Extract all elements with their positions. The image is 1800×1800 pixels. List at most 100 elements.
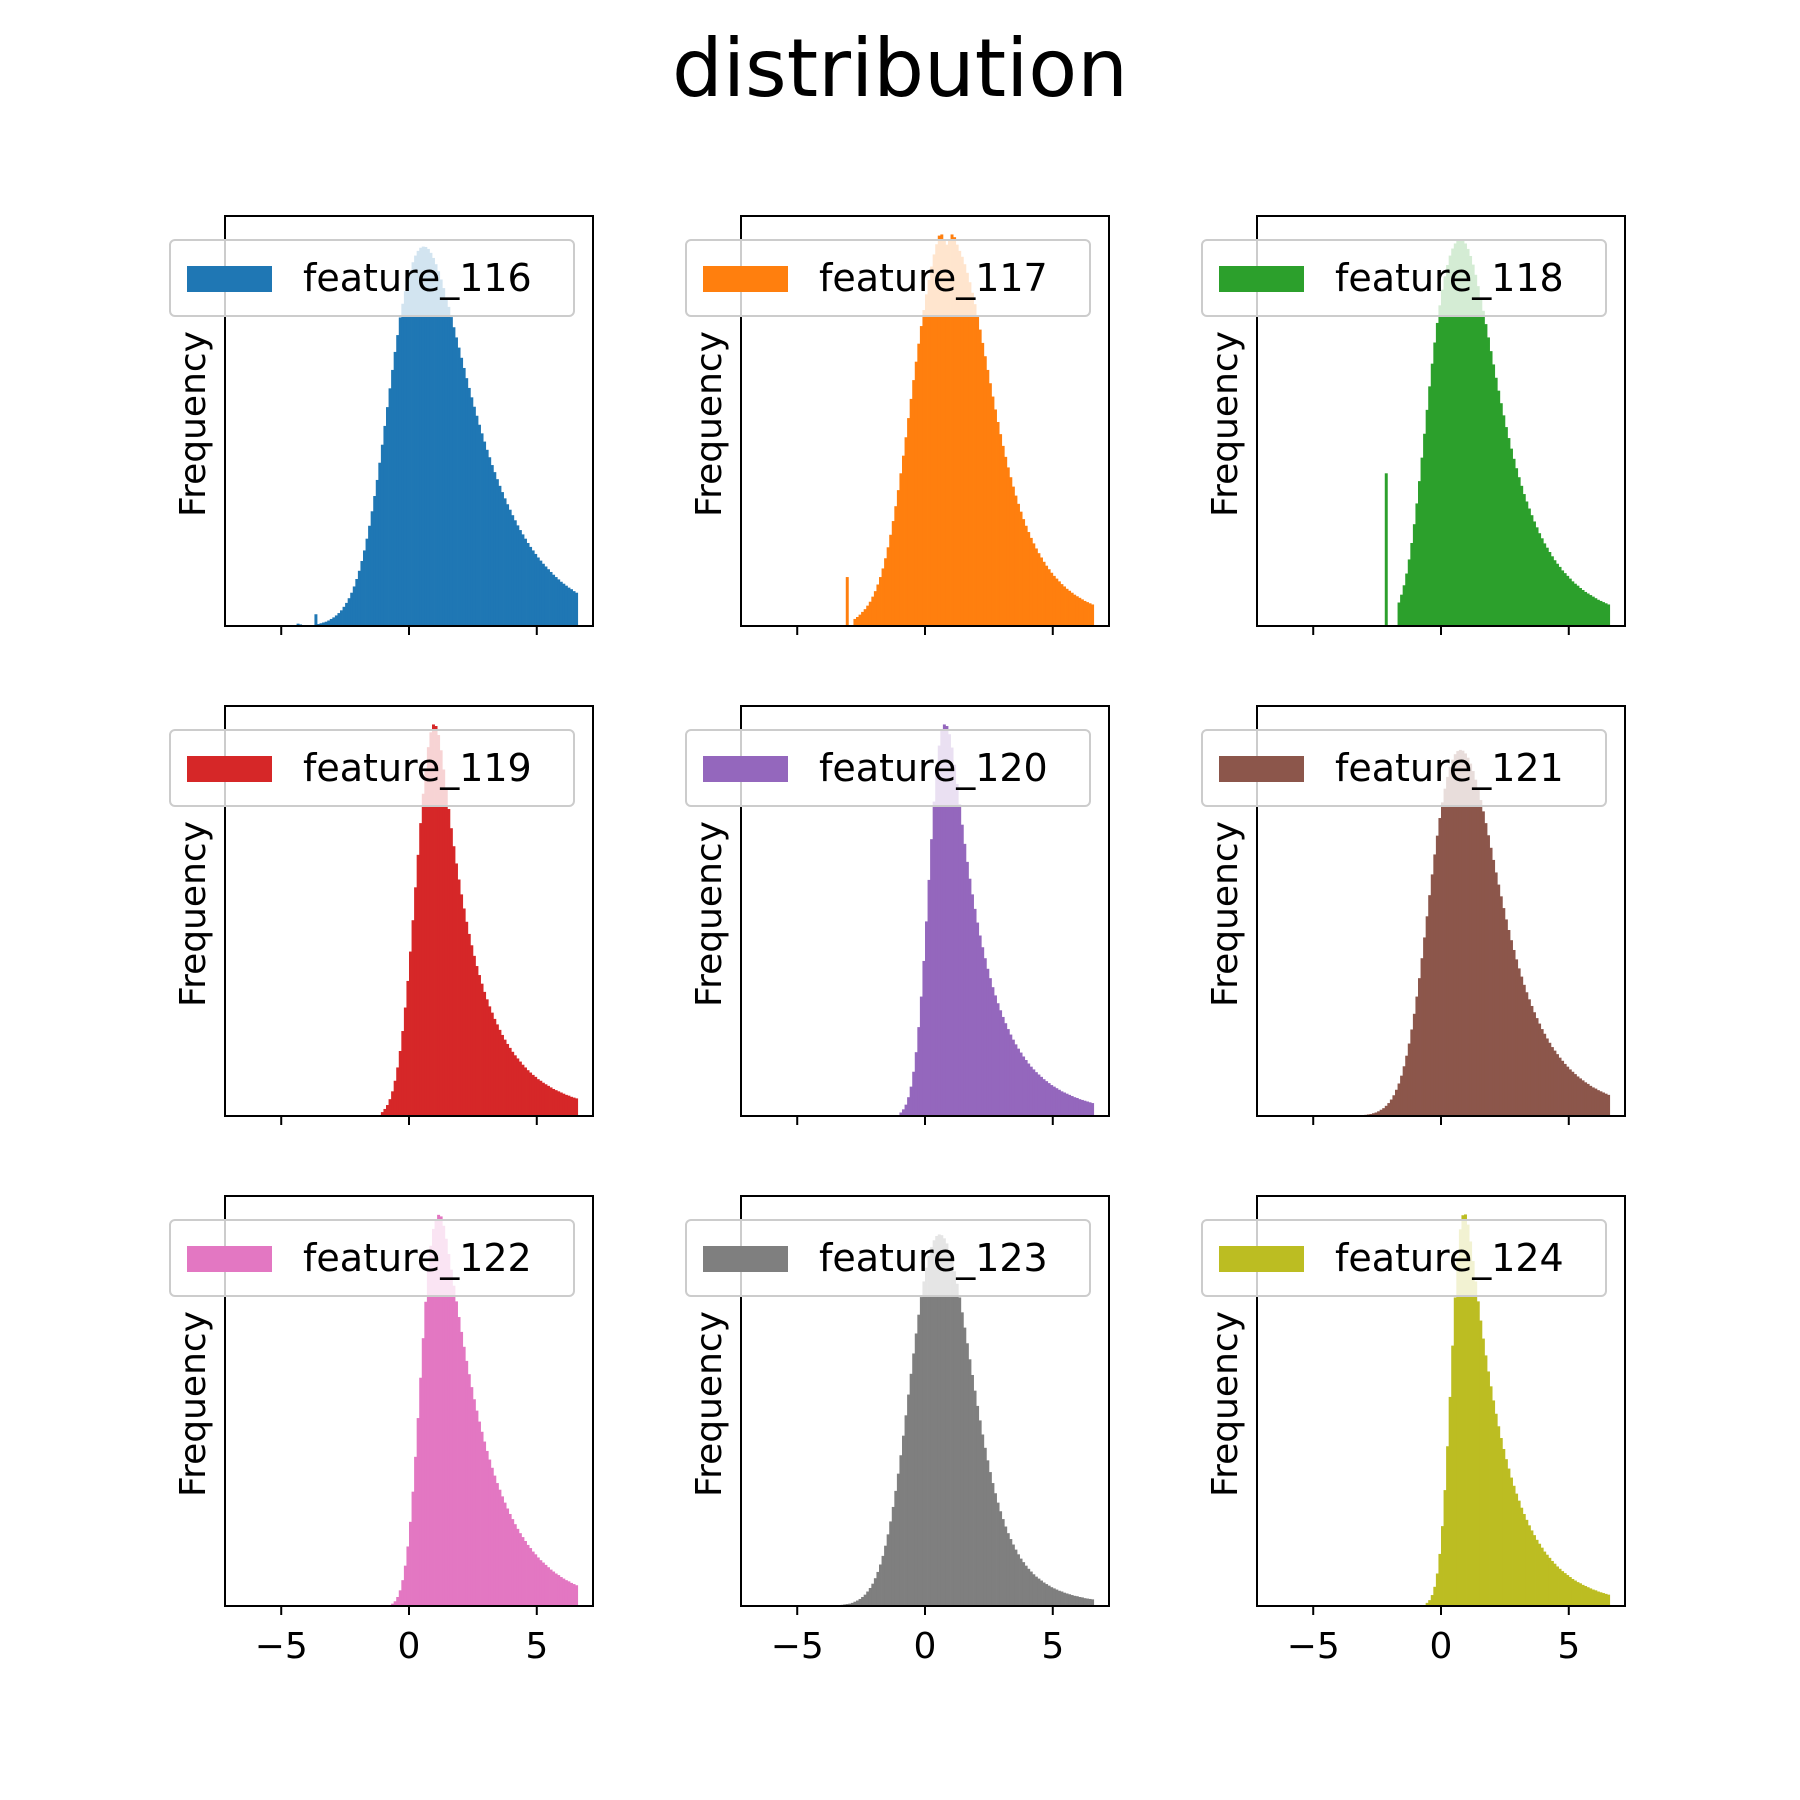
histogram-bar (570, 1096, 573, 1116)
histogram-bar (932, 1240, 936, 1606)
histogram-bar (1607, 604, 1611, 626)
histogram-bar (976, 316, 980, 626)
histogram-bar (1492, 859, 1496, 1116)
histogram-bar (1545, 1554, 1549, 1606)
histogram-bar (1558, 1568, 1562, 1606)
histogram-bar (881, 568, 885, 626)
histogram-bar (547, 1085, 550, 1116)
histogram-bar (968, 282, 972, 626)
histogram-bar (1464, 1214, 1467, 1606)
legend-label: feature_118 (1335, 256, 1564, 300)
histogram-bar (1512, 1485, 1516, 1606)
histogram-bar (1392, 1095, 1396, 1116)
histogram-bar (909, 398, 913, 626)
histogram-bar (1591, 596, 1595, 626)
histogram-bar (432, 257, 435, 626)
histogram-bar (388, 388, 392, 626)
histogram-bar (529, 546, 533, 626)
histogram-bar (1499, 403, 1503, 626)
histogram-bar (370, 511, 374, 626)
histogram-bar (1520, 1507, 1524, 1606)
histogram-bar (1448, 767, 1452, 1116)
histogram-bar (1052, 1086, 1056, 1116)
histogram-bar (1006, 1029, 1010, 1116)
histogram-bar (421, 246, 425, 626)
histogram-bar (506, 1508, 510, 1606)
histogram-bar (452, 327, 456, 626)
histogram-bar (1604, 1093, 1608, 1116)
histogram-bar (1550, 1047, 1554, 1116)
histogram-bar (386, 407, 389, 626)
legend-swatch (1219, 1246, 1304, 1272)
histogram-bar (411, 1491, 415, 1606)
subplot-feature_120: Frequency feature_120 (685, 705, 1110, 1125)
histogram-bar (437, 735, 441, 1116)
histogram-bar (1504, 919, 1508, 1116)
histogram-bar (1420, 457, 1424, 626)
histogram-bar (1517, 477, 1521, 626)
histogram-bar (1533, 1535, 1536, 1606)
histogram-bar (1474, 779, 1478, 1116)
histogram-bar (470, 1387, 474, 1606)
histogram-bar (935, 769, 939, 1116)
histogram-bar (942, 1238, 946, 1606)
histogram-bar (999, 434, 1003, 626)
histogram-bar (1522, 984, 1526, 1116)
histogram-bar (968, 1359, 972, 1606)
histogram-bar (1011, 1544, 1015, 1606)
histogram-bar (1423, 433, 1427, 626)
histogram-bar (1515, 468, 1519, 626)
histogram-bar (1080, 1597, 1084, 1606)
legend-label: feature_124 (1335, 1236, 1564, 1280)
histogram-bar (1484, 823, 1488, 1116)
histogram-bar (876, 584, 880, 626)
histogram-bar (380, 1112, 384, 1116)
histogram-bar (1579, 1078, 1582, 1116)
histogram-bar (1499, 896, 1503, 1116)
histogram-bar (1481, 811, 1485, 1116)
histogram-bar (511, 1051, 515, 1116)
histogram-bar (567, 587, 571, 626)
histogram-bar (876, 1571, 880, 1606)
histogram-bar (516, 1058, 520, 1116)
histogram-bar (1374, 1112, 1378, 1116)
histogram-bar (429, 252, 433, 626)
histogram-bar (1448, 255, 1452, 626)
histogram-bar (1510, 940, 1513, 1116)
histogram-bar (501, 1034, 504, 1116)
histogram-bar (1052, 1588, 1056, 1606)
x-tick-label: −5 (255, 1626, 308, 1667)
histogram-bar (999, 1010, 1003, 1116)
histogram-bar (1410, 542, 1414, 626)
histogram-bar (1538, 1543, 1542, 1606)
histogram-bar (965, 1343, 969, 1606)
histogram-bar (406, 980, 410, 1116)
histogram-bar (432, 724, 435, 1116)
histogram-bar (429, 1245, 433, 1606)
histogram-bar (475, 1410, 479, 1606)
histogram-bar (922, 960, 926, 1116)
histogram-bar (1014, 495, 1018, 626)
histogram-bar (478, 975, 481, 1116)
histogram-bar (426, 1270, 430, 1606)
histogram-bar (1502, 415, 1506, 626)
histogram-bar (983, 1447, 987, 1606)
legend: feature_118 (1201, 239, 1607, 317)
histogram-bar (935, 1235, 939, 1606)
histogram-bar (971, 292, 974, 626)
histogram-bar (1502, 908, 1506, 1116)
histogram-bar (1068, 1594, 1072, 1606)
histogram-bar (470, 397, 474, 626)
histogram-bar (1045, 1584, 1049, 1606)
legend-box (169, 1219, 575, 1297)
histogram-bar (1014, 1044, 1018, 1116)
histogram-bar (981, 1434, 985, 1606)
histogram-bar (434, 726, 438, 1116)
histogram-bar (1006, 1533, 1010, 1606)
histogram-bar (342, 606, 346, 626)
histogram-bar (1063, 586, 1066, 626)
histogram-bar (1402, 585, 1406, 626)
histogram-bar (1553, 1563, 1557, 1606)
histogram-bar (1535, 1539, 1539, 1606)
legend-swatch (187, 266, 272, 292)
